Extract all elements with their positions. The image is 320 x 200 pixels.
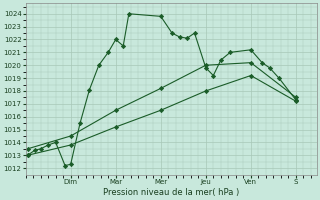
X-axis label: Pression niveau de la mer( hPa ): Pression niveau de la mer( hPa ) <box>103 188 239 197</box>
